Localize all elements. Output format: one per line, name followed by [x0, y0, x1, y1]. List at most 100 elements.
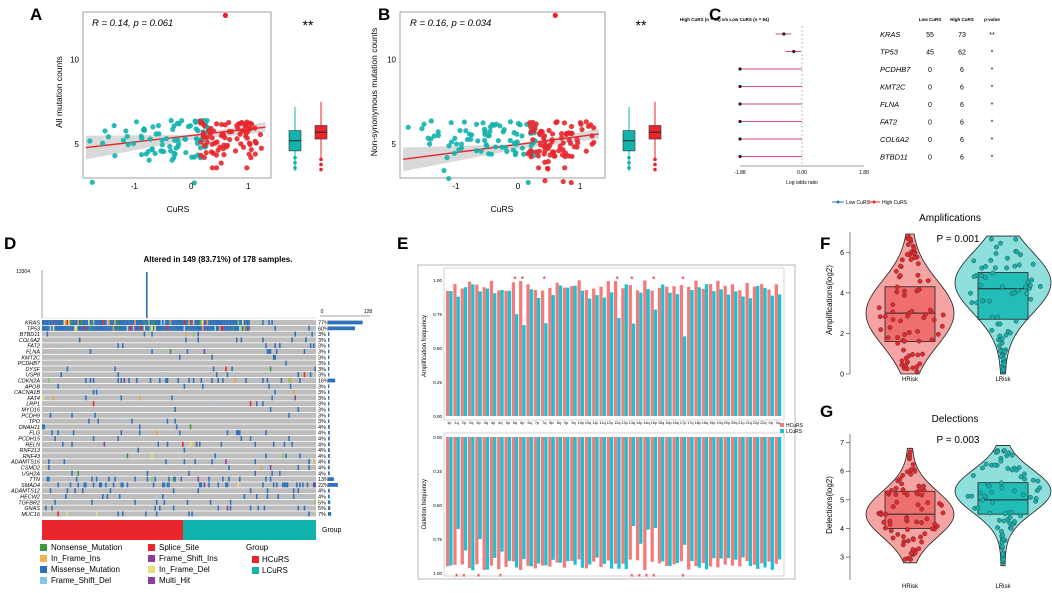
oncoplot-cell — [106, 325, 109, 331]
legend-label: Splice_Site — [159, 543, 200, 552]
violin-point — [997, 333, 1003, 339]
data-point — [531, 128, 537, 134]
data-point — [536, 148, 543, 154]
oncoplot-cell — [212, 401, 215, 407]
oncoplot-cell — [197, 476, 200, 482]
amp-bar-h — [708, 284, 713, 416]
data-point — [100, 140, 106, 146]
oncoplot-pct-label: 4% — [318, 454, 326, 460]
oncoplot-cell — [225, 459, 227, 465]
arm-label: 16p — [665, 421, 671, 425]
oncoplot-cell — [199, 482, 201, 488]
oncoplot-row-bg — [42, 465, 316, 470]
amp-bar-l — [551, 295, 555, 416]
oncoplot-cell — [214, 325, 216, 331]
oncoplot-cell — [203, 320, 206, 325]
oncoplot-cell — [128, 325, 130, 331]
data-point — [200, 132, 206, 138]
data-point — [568, 179, 574, 186]
amp-bar-h — [526, 284, 530, 416]
del-bar-l — [690, 437, 694, 562]
oncoplot-cell — [143, 331, 146, 337]
oncoplot-pct-label: 3% — [318, 344, 326, 350]
oncoplot-cell — [297, 465, 300, 470]
amp-ytick: 0.50 — [433, 346, 442, 351]
del-bar-l — [573, 437, 577, 565]
oncoplot-cell — [246, 320, 249, 325]
violin-point — [922, 531, 928, 537]
del-bar-l — [522, 437, 526, 560]
data-point — [208, 149, 215, 155]
oncoplot-cell — [180, 476, 183, 482]
oncoplot-row-bg — [42, 331, 316, 337]
violin-point — [1028, 494, 1033, 500]
forest-table-cell: 73 — [958, 32, 966, 39]
oncoplot-cell — [128, 320, 130, 325]
oncoplot-cell — [129, 325, 132, 331]
oncoplot-gene-label: USP8 — [26, 373, 41, 379]
amp-bar-h — [643, 280, 647, 416]
oncoplot-cell — [199, 441, 201, 447]
violin-point — [908, 550, 914, 556]
oncoplot-cell — [188, 320, 190, 325]
oncoplot-cell — [162, 325, 164, 331]
arm-label: 18q — [702, 421, 708, 425]
arm-label: 8q — [557, 421, 561, 425]
oncoplot-cell — [71, 441, 73, 447]
oncoplot-cell — [63, 325, 66, 331]
amp-bar-h — [716, 280, 720, 416]
oncoplot-cell — [163, 325, 166, 331]
oncoplot-cell — [188, 378, 190, 383]
oncoplot-pct-label: 3% — [318, 419, 326, 425]
oncoplot-gene-label: BTBD11 — [20, 332, 40, 338]
oncoplot-cell — [105, 325, 107, 331]
oncoplot-gene-bar — [328, 332, 330, 336]
oncoplot-cell — [114, 366, 116, 372]
oncoplot-cell — [158, 378, 161, 383]
del-bar-h — [504, 437, 508, 567]
data-point — [208, 125, 214, 132]
oncoplot-cell — [131, 325, 133, 331]
oncoplot-pct-label: 3% — [318, 367, 326, 373]
violin-point — [919, 506, 925, 512]
oncoplot-cell — [117, 320, 119, 325]
data-point — [247, 141, 253, 147]
violin-point — [1013, 467, 1019, 473]
violin-point — [974, 300, 980, 306]
panel-d-legend: Nonsense_Mutation Splice_SiteIn_Frame_Ins… — [40, 543, 289, 585]
oncoplot-cell — [123, 325, 126, 331]
del-bar-h — [453, 437, 457, 565]
amp-star: * — [681, 275, 685, 285]
forest-table-cell: 6 — [960, 67, 964, 74]
oncoplot-cell — [78, 320, 81, 325]
del-bar-h — [687, 437, 691, 570]
oncoplot-cell — [57, 325, 59, 331]
oncoplot-cell — [309, 372, 312, 378]
arm-label: 14q — [643, 421, 649, 425]
violin-point — [979, 273, 984, 278]
del-star: * — [477, 572, 481, 582]
forest-table-cell: * — [991, 137, 994, 144]
oncoplot-cell — [274, 354, 276, 360]
oncoplot-cell — [146, 320, 149, 325]
panel-d-oncoplot-grid: KRAS 77%TP53 60%BTBD11 3%COL6A2 3%FAT2 3%FLNA… — [10, 320, 363, 518]
oncoplot-cell — [279, 343, 281, 349]
oncoplot-cell — [177, 320, 179, 325]
violin-point — [1018, 513, 1024, 519]
oncoplot-cell — [271, 320, 273, 325]
oncoplot-cell — [252, 378, 255, 383]
forest-gene-label: BTBD11 — [880, 153, 908, 162]
oncoplot-cell — [271, 395, 273, 401]
oncoplot-cell — [66, 488, 69, 494]
panel-c-legend-high-marker — [872, 200, 876, 204]
violin-point — [915, 272, 921, 278]
data-point — [485, 133, 491, 139]
amp-bar-h — [562, 287, 567, 416]
oncoplot-cell — [162, 482, 164, 488]
oncoplot-cell — [194, 320, 196, 325]
violin-point — [1008, 509, 1014, 515]
data-point — [209, 165, 215, 171]
oncoplot-cell — [83, 320, 86, 325]
oncoplot-cell — [211, 320, 213, 325]
